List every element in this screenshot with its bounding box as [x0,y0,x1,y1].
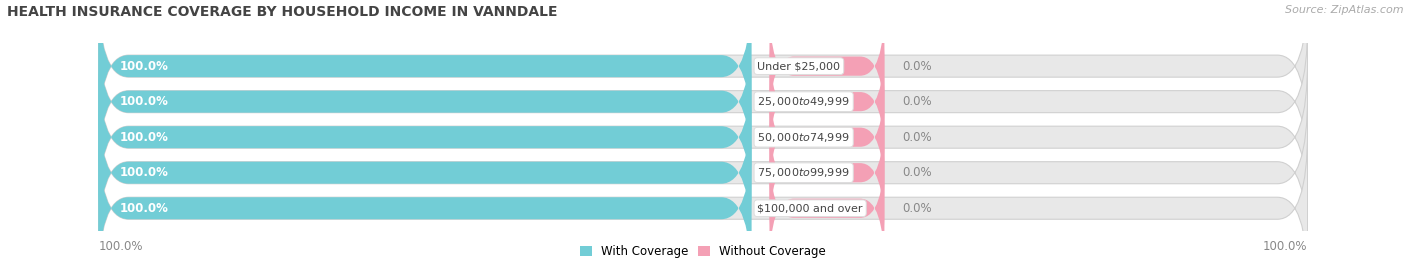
FancyBboxPatch shape [98,24,751,179]
FancyBboxPatch shape [98,130,751,269]
FancyBboxPatch shape [98,59,1308,215]
Text: $25,000 to $49,999: $25,000 to $49,999 [758,95,849,108]
Text: Source: ZipAtlas.com: Source: ZipAtlas.com [1285,5,1403,15]
FancyBboxPatch shape [769,147,884,269]
Text: 100.0%: 100.0% [120,202,169,215]
FancyBboxPatch shape [769,76,884,199]
Text: Under $25,000: Under $25,000 [758,61,841,71]
Text: 0.0%: 0.0% [903,95,932,108]
FancyBboxPatch shape [98,24,1308,179]
Text: 100.0%: 100.0% [98,240,143,253]
Text: 100.0%: 100.0% [120,131,169,144]
Text: 0.0%: 0.0% [903,202,932,215]
FancyBboxPatch shape [98,59,751,215]
Text: 0.0%: 0.0% [903,131,932,144]
FancyBboxPatch shape [98,0,751,144]
FancyBboxPatch shape [98,95,751,250]
FancyBboxPatch shape [769,5,884,128]
FancyBboxPatch shape [98,95,1308,250]
Text: $100,000 and over: $100,000 and over [758,203,863,213]
Text: 100.0%: 100.0% [1263,240,1308,253]
Text: 100.0%: 100.0% [120,166,169,179]
Text: $50,000 to $74,999: $50,000 to $74,999 [758,131,849,144]
Text: $75,000 to $99,999: $75,000 to $99,999 [758,166,849,179]
Text: HEALTH INSURANCE COVERAGE BY HOUSEHOLD INCOME IN VANNDALE: HEALTH INSURANCE COVERAGE BY HOUSEHOLD I… [7,5,558,19]
FancyBboxPatch shape [98,130,1308,269]
Text: 0.0%: 0.0% [903,60,932,73]
Legend: With Coverage, Without Coverage: With Coverage, Without Coverage [575,241,831,263]
FancyBboxPatch shape [769,111,884,234]
FancyBboxPatch shape [98,0,1308,144]
Text: 100.0%: 100.0% [120,95,169,108]
Text: 0.0%: 0.0% [903,166,932,179]
Text: 100.0%: 100.0% [120,60,169,73]
FancyBboxPatch shape [769,40,884,163]
